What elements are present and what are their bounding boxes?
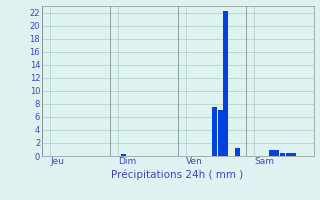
Bar [274,150,279,156]
Bar [285,153,291,156]
Bar [268,150,274,156]
X-axis label: Précipitations 24h ( mm ): Précipitations 24h ( mm ) [111,169,244,180]
Bar [235,148,240,156]
Bar [291,153,296,156]
Bar [212,107,217,156]
Bar [121,154,126,156]
Bar [218,110,223,156]
Bar [223,11,228,156]
Bar [280,153,285,156]
